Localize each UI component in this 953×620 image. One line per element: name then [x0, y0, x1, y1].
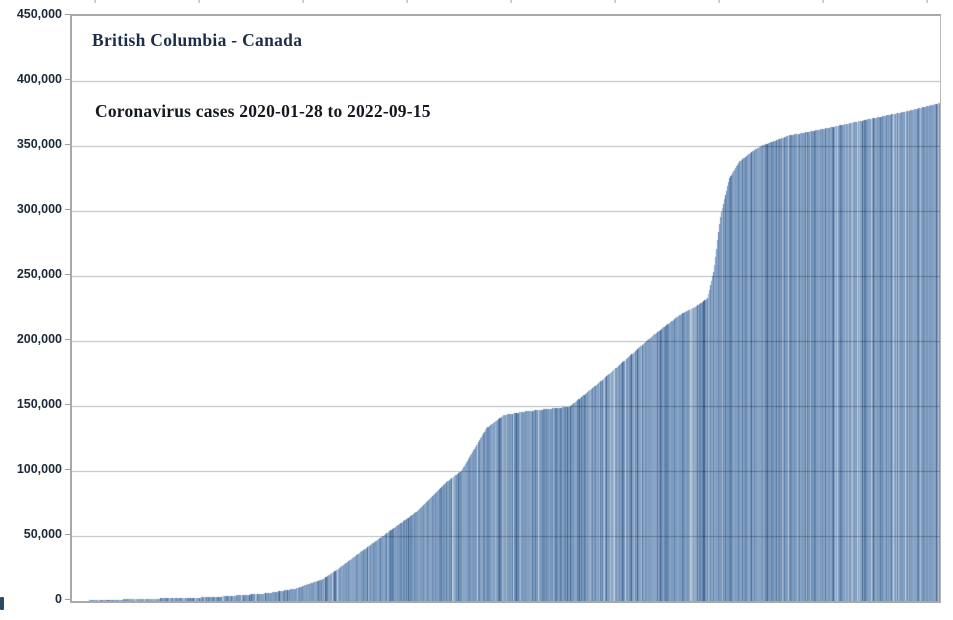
- y-axis-tick: [65, 14, 70, 15]
- cases-bars-canvas: [72, 16, 940, 601]
- y-axis-label: 350,000: [16, 137, 62, 151]
- y-axis-label: 0: [55, 592, 62, 606]
- y-axis-tick: [65, 339, 70, 340]
- top-tick-mark: [510, 0, 512, 3]
- y-axis-label: 200,000: [16, 332, 62, 346]
- y-axis-tick: [65, 274, 70, 275]
- y-axis-label: 450,000: [16, 7, 62, 21]
- edge-artifact: [0, 597, 4, 610]
- top-tick-mark: [302, 0, 304, 3]
- y-axis-label: 150,000: [16, 397, 62, 411]
- y-axis-tick: [65, 404, 70, 405]
- y-axis-label: 300,000: [16, 202, 62, 216]
- y-axis-label: 250,000: [16, 267, 62, 281]
- y-axis-label: 50,000: [23, 527, 62, 541]
- plot-area: [70, 14, 941, 603]
- y-axis-label: 400,000: [16, 72, 62, 86]
- chart-subtitle: Coronavirus cases 2020-01-28 to 2022-09-…: [95, 101, 431, 121]
- top-tick-mark: [198, 0, 200, 3]
- y-axis-tick: [65, 599, 70, 600]
- y-axis-tick: [65, 144, 70, 145]
- top-tick-mark: [926, 0, 928, 3]
- top-tick-mark: [822, 0, 824, 3]
- y-axis-tick: [65, 469, 70, 470]
- y-axis-label: 100,000: [16, 462, 62, 476]
- top-tick-mark: [406, 0, 408, 3]
- top-tick-mark: [614, 0, 616, 3]
- y-axis-tick: [65, 79, 70, 80]
- chart-title: British Columbia - Canada: [92, 30, 303, 50]
- top-tick-mark: [94, 0, 96, 3]
- top-tick-mark: [718, 0, 720, 3]
- y-axis-tick: [65, 209, 70, 210]
- y-axis-tick: [65, 534, 70, 535]
